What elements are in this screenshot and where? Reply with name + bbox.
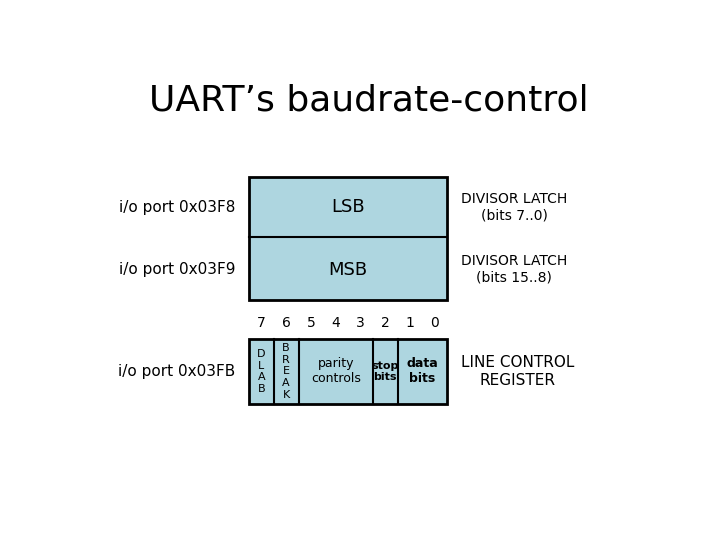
Text: B
R
E
A
K: B R E A K	[282, 343, 290, 400]
Text: MSB: MSB	[328, 261, 368, 279]
Text: 4: 4	[331, 316, 340, 330]
Text: i/o port 0x03FB: i/o port 0x03FB	[118, 364, 235, 379]
Text: LINE CONTROL
REGISTER: LINE CONTROL REGISTER	[461, 355, 575, 388]
Text: DIVISOR LATCH
(bits 15..8): DIVISOR LATCH (bits 15..8)	[461, 254, 567, 285]
Text: data
bits: data bits	[407, 357, 438, 386]
Text: 0: 0	[431, 316, 439, 330]
Text: 7: 7	[257, 316, 266, 330]
Text: 6: 6	[282, 316, 291, 330]
Text: D
L
A
B: D L A B	[257, 349, 266, 394]
Text: 1: 1	[405, 316, 415, 330]
Text: 2: 2	[381, 316, 390, 330]
Text: i/o port 0x03F8: i/o port 0x03F8	[119, 200, 235, 215]
Text: UART’s baudrate-control: UART’s baudrate-control	[149, 83, 589, 117]
Text: parity
controls: parity controls	[311, 357, 361, 386]
Text: 3: 3	[356, 316, 365, 330]
Text: i/o port 0x03F9: i/o port 0x03F9	[119, 262, 235, 277]
Text: DIVISOR LATCH
(bits 7..0): DIVISOR LATCH (bits 7..0)	[461, 192, 567, 222]
Text: 5: 5	[307, 316, 315, 330]
Bar	[249, 177, 447, 300]
Bar	[249, 339, 447, 404]
Text: stop
bits: stop bits	[372, 361, 399, 382]
Text: LSB: LSB	[331, 198, 365, 216]
